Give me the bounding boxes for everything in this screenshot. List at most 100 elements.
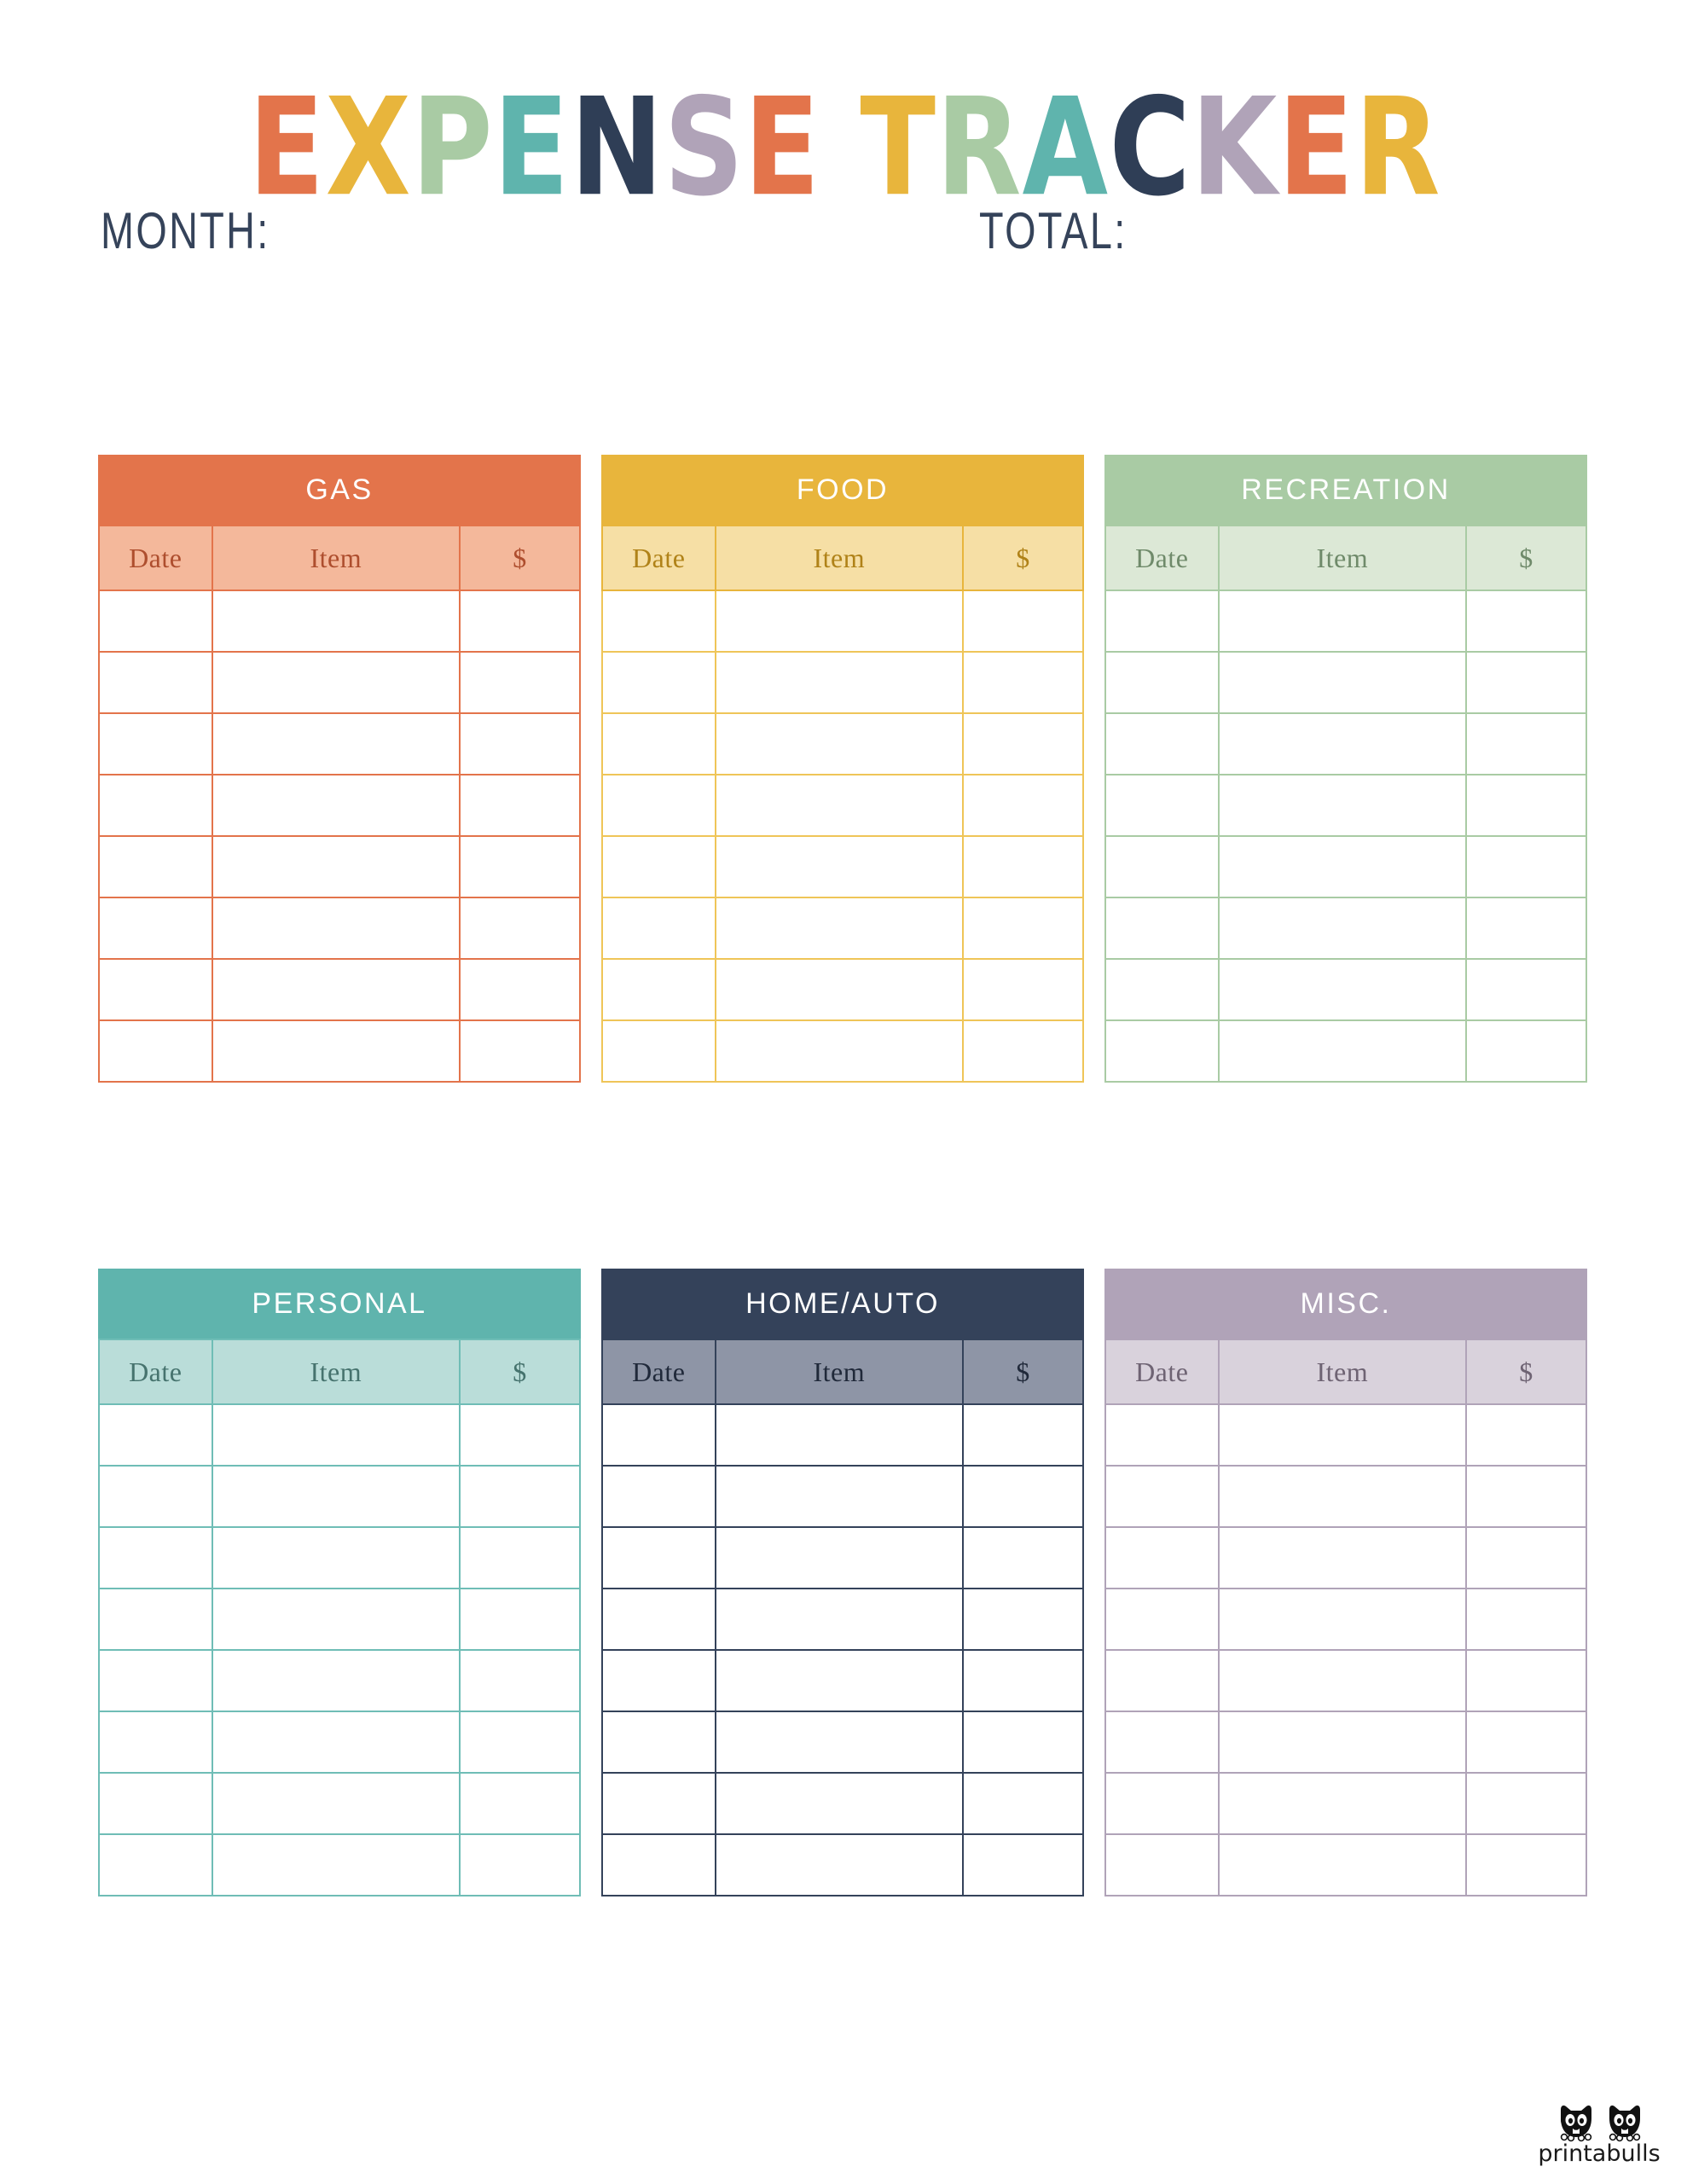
cell-amount[interactable] xyxy=(1464,1711,1588,1774)
cell-item[interactable] xyxy=(714,1465,964,1528)
cell-date[interactable] xyxy=(601,835,716,898)
cell-amount[interactable] xyxy=(961,1588,1085,1651)
cell-date[interactable] xyxy=(1104,835,1220,898)
cell-date[interactable] xyxy=(98,1711,213,1774)
cell-date[interactable] xyxy=(98,651,213,714)
cell-item[interactable] xyxy=(714,1772,964,1835)
cell-amount[interactable] xyxy=(961,1526,1085,1589)
cell-amount[interactable] xyxy=(1464,1526,1588,1589)
cell-item[interactable] xyxy=(714,1019,964,1083)
cell-amount[interactable] xyxy=(961,1019,1085,1083)
cell-date[interactable] xyxy=(98,712,213,775)
cell-date[interactable] xyxy=(1104,774,1220,837)
cell-item[interactable] xyxy=(211,774,461,837)
cell-date[interactable] xyxy=(98,1649,213,1712)
cell-item[interactable] xyxy=(1217,1649,1467,1712)
cell-date[interactable] xyxy=(1104,1711,1220,1774)
cell-item[interactable] xyxy=(211,651,461,714)
cell-item[interactable] xyxy=(1217,651,1467,714)
cell-amount[interactable] xyxy=(1464,1588,1588,1651)
cell-amount[interactable] xyxy=(1464,1772,1588,1835)
cell-amount[interactable] xyxy=(961,651,1085,714)
cell-amount[interactable] xyxy=(961,590,1085,653)
cell-item[interactable] xyxy=(714,1649,964,1712)
cell-date[interactable] xyxy=(1104,712,1220,775)
cell-date[interactable] xyxy=(98,958,213,1021)
cell-date[interactable] xyxy=(98,1526,213,1589)
cell-item[interactable] xyxy=(1217,590,1467,653)
cell-amount[interactable] xyxy=(458,1649,582,1712)
cell-amount[interactable] xyxy=(1464,1649,1588,1712)
cell-item[interactable] xyxy=(211,1649,461,1712)
cell-date[interactable] xyxy=(1104,1588,1220,1651)
cell-date[interactable] xyxy=(98,1019,213,1083)
cell-date[interactable] xyxy=(601,1772,716,1835)
cell-date[interactable] xyxy=(601,1588,716,1651)
cell-amount[interactable] xyxy=(961,897,1085,960)
cell-date[interactable] xyxy=(601,1465,716,1528)
cell-item[interactable] xyxy=(1217,897,1467,960)
cell-date[interactable] xyxy=(601,651,716,714)
cell-amount[interactable] xyxy=(458,1526,582,1589)
cell-amount[interactable] xyxy=(961,1711,1085,1774)
cell-date[interactable] xyxy=(98,590,213,653)
cell-amount[interactable] xyxy=(1464,651,1588,714)
cell-amount[interactable] xyxy=(1464,1403,1588,1467)
cell-date[interactable] xyxy=(601,712,716,775)
cell-item[interactable] xyxy=(714,1526,964,1589)
cell-item[interactable] xyxy=(714,774,964,837)
cell-amount[interactable] xyxy=(961,1833,1085,1896)
cell-date[interactable] xyxy=(1104,1649,1220,1712)
cell-item[interactable] xyxy=(211,1833,461,1896)
cell-date[interactable] xyxy=(98,1465,213,1528)
cell-date[interactable] xyxy=(1104,1403,1220,1467)
cell-date[interactable] xyxy=(1104,590,1220,653)
cell-item[interactable] xyxy=(211,958,461,1021)
cell-item[interactable] xyxy=(1217,1019,1467,1083)
cell-date[interactable] xyxy=(601,1019,716,1083)
cell-item[interactable] xyxy=(211,1465,461,1528)
cell-item[interactable] xyxy=(211,590,461,653)
cell-amount[interactable] xyxy=(1464,958,1588,1021)
cell-item[interactable] xyxy=(714,1588,964,1651)
cell-amount[interactable] xyxy=(1464,1833,1588,1896)
cell-date[interactable] xyxy=(1104,1772,1220,1835)
cell-date[interactable] xyxy=(601,1526,716,1589)
cell-amount[interactable] xyxy=(961,1649,1085,1712)
cell-amount[interactable] xyxy=(961,958,1085,1021)
cell-item[interactable] xyxy=(211,1772,461,1835)
cell-amount[interactable] xyxy=(458,651,582,714)
cell-amount[interactable] xyxy=(458,1588,582,1651)
cell-date[interactable] xyxy=(98,1588,213,1651)
cell-item[interactable] xyxy=(211,712,461,775)
cell-amount[interactable] xyxy=(1464,590,1588,653)
cell-item[interactable] xyxy=(714,712,964,775)
cell-date[interactable] xyxy=(98,897,213,960)
cell-item[interactable] xyxy=(1217,1833,1467,1896)
cell-item[interactable] xyxy=(1217,835,1467,898)
cell-date[interactable] xyxy=(601,897,716,960)
cell-amount[interactable] xyxy=(458,1019,582,1083)
cell-amount[interactable] xyxy=(458,1465,582,1528)
cell-amount[interactable] xyxy=(961,1772,1085,1835)
cell-amount[interactable] xyxy=(961,1465,1085,1528)
cell-item[interactable] xyxy=(714,958,964,1021)
cell-date[interactable] xyxy=(1104,651,1220,714)
cell-amount[interactable] xyxy=(1464,712,1588,775)
cell-amount[interactable] xyxy=(458,897,582,960)
cell-date[interactable] xyxy=(1104,1465,1220,1528)
cell-date[interactable] xyxy=(601,1833,716,1896)
cell-item[interactable] xyxy=(211,1019,461,1083)
cell-date[interactable] xyxy=(98,1833,213,1896)
cell-date[interactable] xyxy=(601,1711,716,1774)
cell-item[interactable] xyxy=(1217,1711,1467,1774)
cell-amount[interactable] xyxy=(1464,897,1588,960)
cell-amount[interactable] xyxy=(961,712,1085,775)
cell-date[interactable] xyxy=(1104,958,1220,1021)
cell-date[interactable] xyxy=(98,1403,213,1467)
cell-amount[interactable] xyxy=(458,1772,582,1835)
cell-amount[interactable] xyxy=(458,958,582,1021)
cell-item[interactable] xyxy=(714,1711,964,1774)
cell-amount[interactable] xyxy=(961,1403,1085,1467)
cell-date[interactable] xyxy=(98,1772,213,1835)
